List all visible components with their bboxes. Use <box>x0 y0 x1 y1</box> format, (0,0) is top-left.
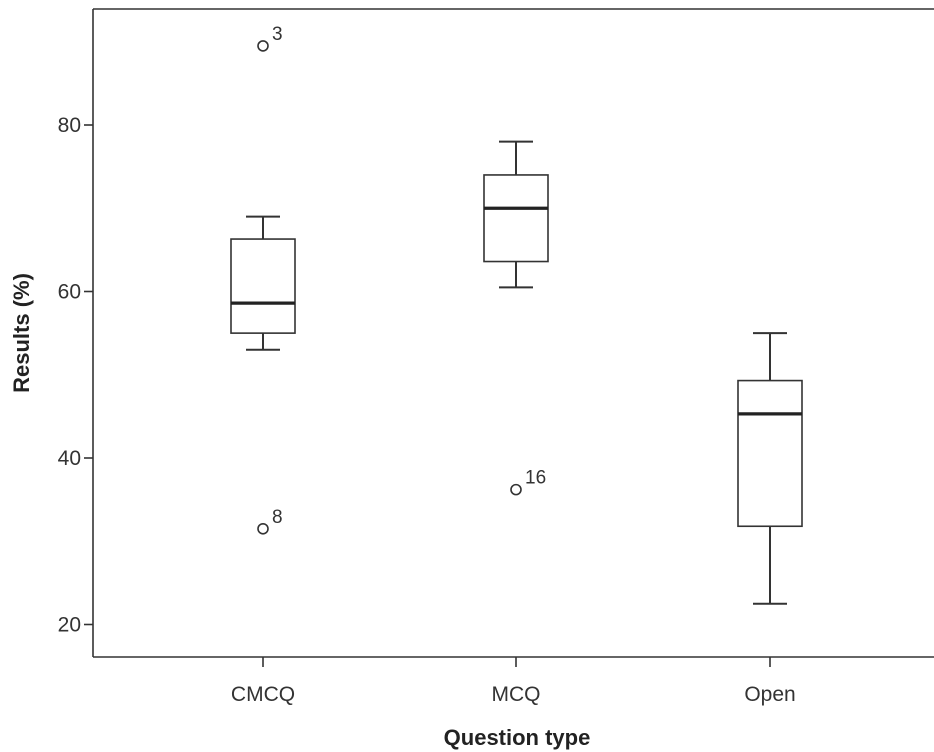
outlier-label: 16 <box>525 468 546 489</box>
iqr-box <box>737 379 803 528</box>
iqr-box <box>483 174 549 263</box>
outlier-label: 8 <box>272 507 283 528</box>
iqr-box <box>230 238 296 334</box>
y-tick-label: 20 <box>58 614 81 637</box>
plot-area <box>92 8 934 658</box>
y-tick-label: 40 <box>58 447 81 470</box>
outlier-label: 3 <box>272 24 283 45</box>
y-axis-title: Results (%) <box>9 273 34 393</box>
outlier-point <box>257 40 269 52</box>
x-tick-label: Open <box>744 683 795 706</box>
x-axis: CMCQ MCQ Open <box>231 657 796 706</box>
y-axis: 20 40 60 80 <box>58 114 93 637</box>
outlier-point <box>257 522 269 535</box>
y-tick-label: 60 <box>58 281 81 304</box>
box-open <box>737 332 803 605</box>
outlier-point <box>510 483 522 496</box>
x-tick-label: MCQ <box>492 683 541 706</box>
box-mcq: 16 <box>483 140 549 496</box>
box-cmcq: 38 <box>230 24 296 535</box>
x-axis-title: Question type <box>444 725 591 750</box>
x-tick-label: CMCQ <box>231 683 295 706</box>
y-tick-label: 80 <box>58 114 81 137</box>
